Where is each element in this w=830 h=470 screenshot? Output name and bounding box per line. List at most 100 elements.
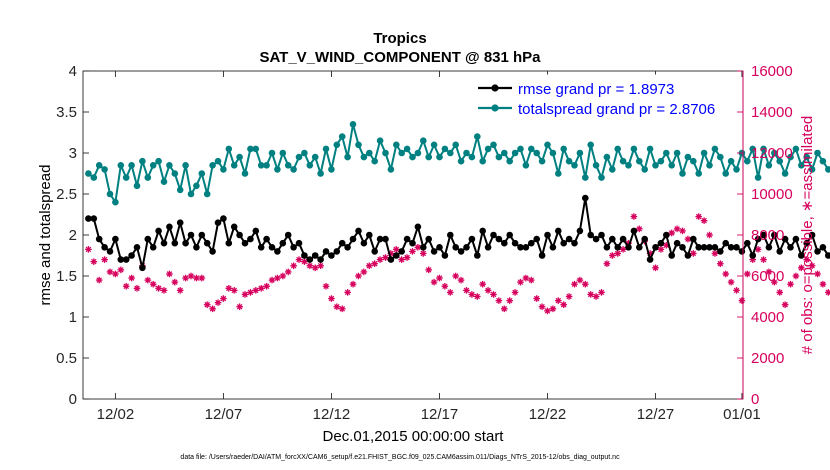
totalspread-point [792,145,800,153]
totalspread-point [236,153,243,161]
obs-count-point [441,282,449,290]
rmse-point [619,235,627,243]
rmse-point [209,248,216,255]
x-tick-label: 12/17 [421,406,459,423]
totalspread-point [463,149,470,157]
totalspread-point [252,145,260,153]
totalspread-point [592,162,600,169]
x-tick-label: 12/02 [97,406,135,423]
totalspread-point [555,170,562,177]
totalspread-point [517,145,524,153]
rmse-point [760,231,767,239]
rmse-point [457,248,465,255]
totalspread-point [311,153,319,161]
rmse-point [781,235,789,243]
rmse-point [592,235,600,243]
obs-count-point [117,266,125,274]
rmse-point [149,244,157,251]
totalspread-point [808,166,816,173]
legend: rmse grand pr = 1.8973 totalspread grand… [470,74,732,121]
totalspread-point [814,149,821,157]
totalspread-point [122,174,130,181]
totalspread-point [646,145,654,153]
obs-count-point [133,285,141,292]
rmse-point [382,235,389,243]
rmse-point [679,244,686,251]
totalspread-point [652,162,659,169]
totalspread-point [625,162,632,169]
rmse-point [193,244,200,251]
x-tick-label: 12/27 [637,406,675,423]
totalspread-point [690,157,697,165]
totalspread-point [328,166,335,173]
rmse-point [738,248,746,255]
totalspread-point [695,170,702,177]
y-left-tick-label: 4 [69,63,77,80]
rmse-point [754,235,762,243]
totalspread-point [144,174,152,181]
totalspread-point [338,133,346,140]
totalspread-point [717,153,724,161]
obs-count-point [247,289,254,296]
obs-count-point [392,246,400,253]
x-tick-label: 12/07 [205,406,243,423]
obs-count-point [560,301,567,308]
rmse-point [176,219,184,226]
rmse-point [803,239,810,247]
y-left-tick-label: 2.5 [56,186,77,203]
obs-count-point [452,272,459,280]
totalspread-point [382,149,389,157]
rmse-point [241,239,249,247]
totalspread-point [160,178,168,185]
rmse-point [236,231,243,239]
obs-count-point [652,264,659,272]
rmse-point [317,256,324,263]
rmse-point [814,248,821,255]
rmse-point [409,239,416,247]
obs-count-point [446,289,454,296]
totalspread-point [360,153,368,161]
obs-count-point [760,256,767,263]
legend-box [470,74,732,121]
obs-count-point [360,268,368,276]
rmse-point [160,239,168,247]
rmse-point [727,244,735,251]
totalspread-point [587,141,594,149]
totalspread-point [722,170,729,177]
y-right-tick-label: 8000 [751,227,784,244]
obs-count-point [419,250,427,257]
obs-count-point [182,274,189,282]
rmse-point [447,231,454,239]
totalspread-point [630,145,638,153]
obs-count-point [349,280,357,288]
totalspread-point [106,190,114,198]
rmse-point [301,252,308,259]
totalspread-point [711,145,719,153]
obs-count-point [176,287,184,294]
totalspread-point [301,149,308,157]
totalspread-point [679,170,686,177]
rmse-point [717,248,724,255]
rmse-point [582,194,589,202]
rmse-point [349,235,357,243]
rmse-point [371,248,379,255]
chart-title: Tropics [373,30,426,47]
obs-count-point [711,250,719,257]
totalspread-point [430,141,438,149]
obs-count-point [149,280,157,288]
rmse-point [576,227,584,235]
totalspread-point [706,162,713,169]
totalspread-point [274,166,281,173]
rmse-point [706,244,713,251]
x-axis-label: Dec.01,2015 00:00:00 start [323,428,505,445]
rmse-point [139,264,146,272]
obs-count-point [592,293,600,300]
obs-count-point [365,262,373,270]
y-left-tick-label: 1 [69,309,77,326]
obs-count-point [673,225,681,233]
rmse-point [603,244,611,251]
totalspread-point [220,166,227,173]
rmse-point [787,244,794,251]
rmse-point [182,239,189,247]
totalspread-point [387,166,395,173]
